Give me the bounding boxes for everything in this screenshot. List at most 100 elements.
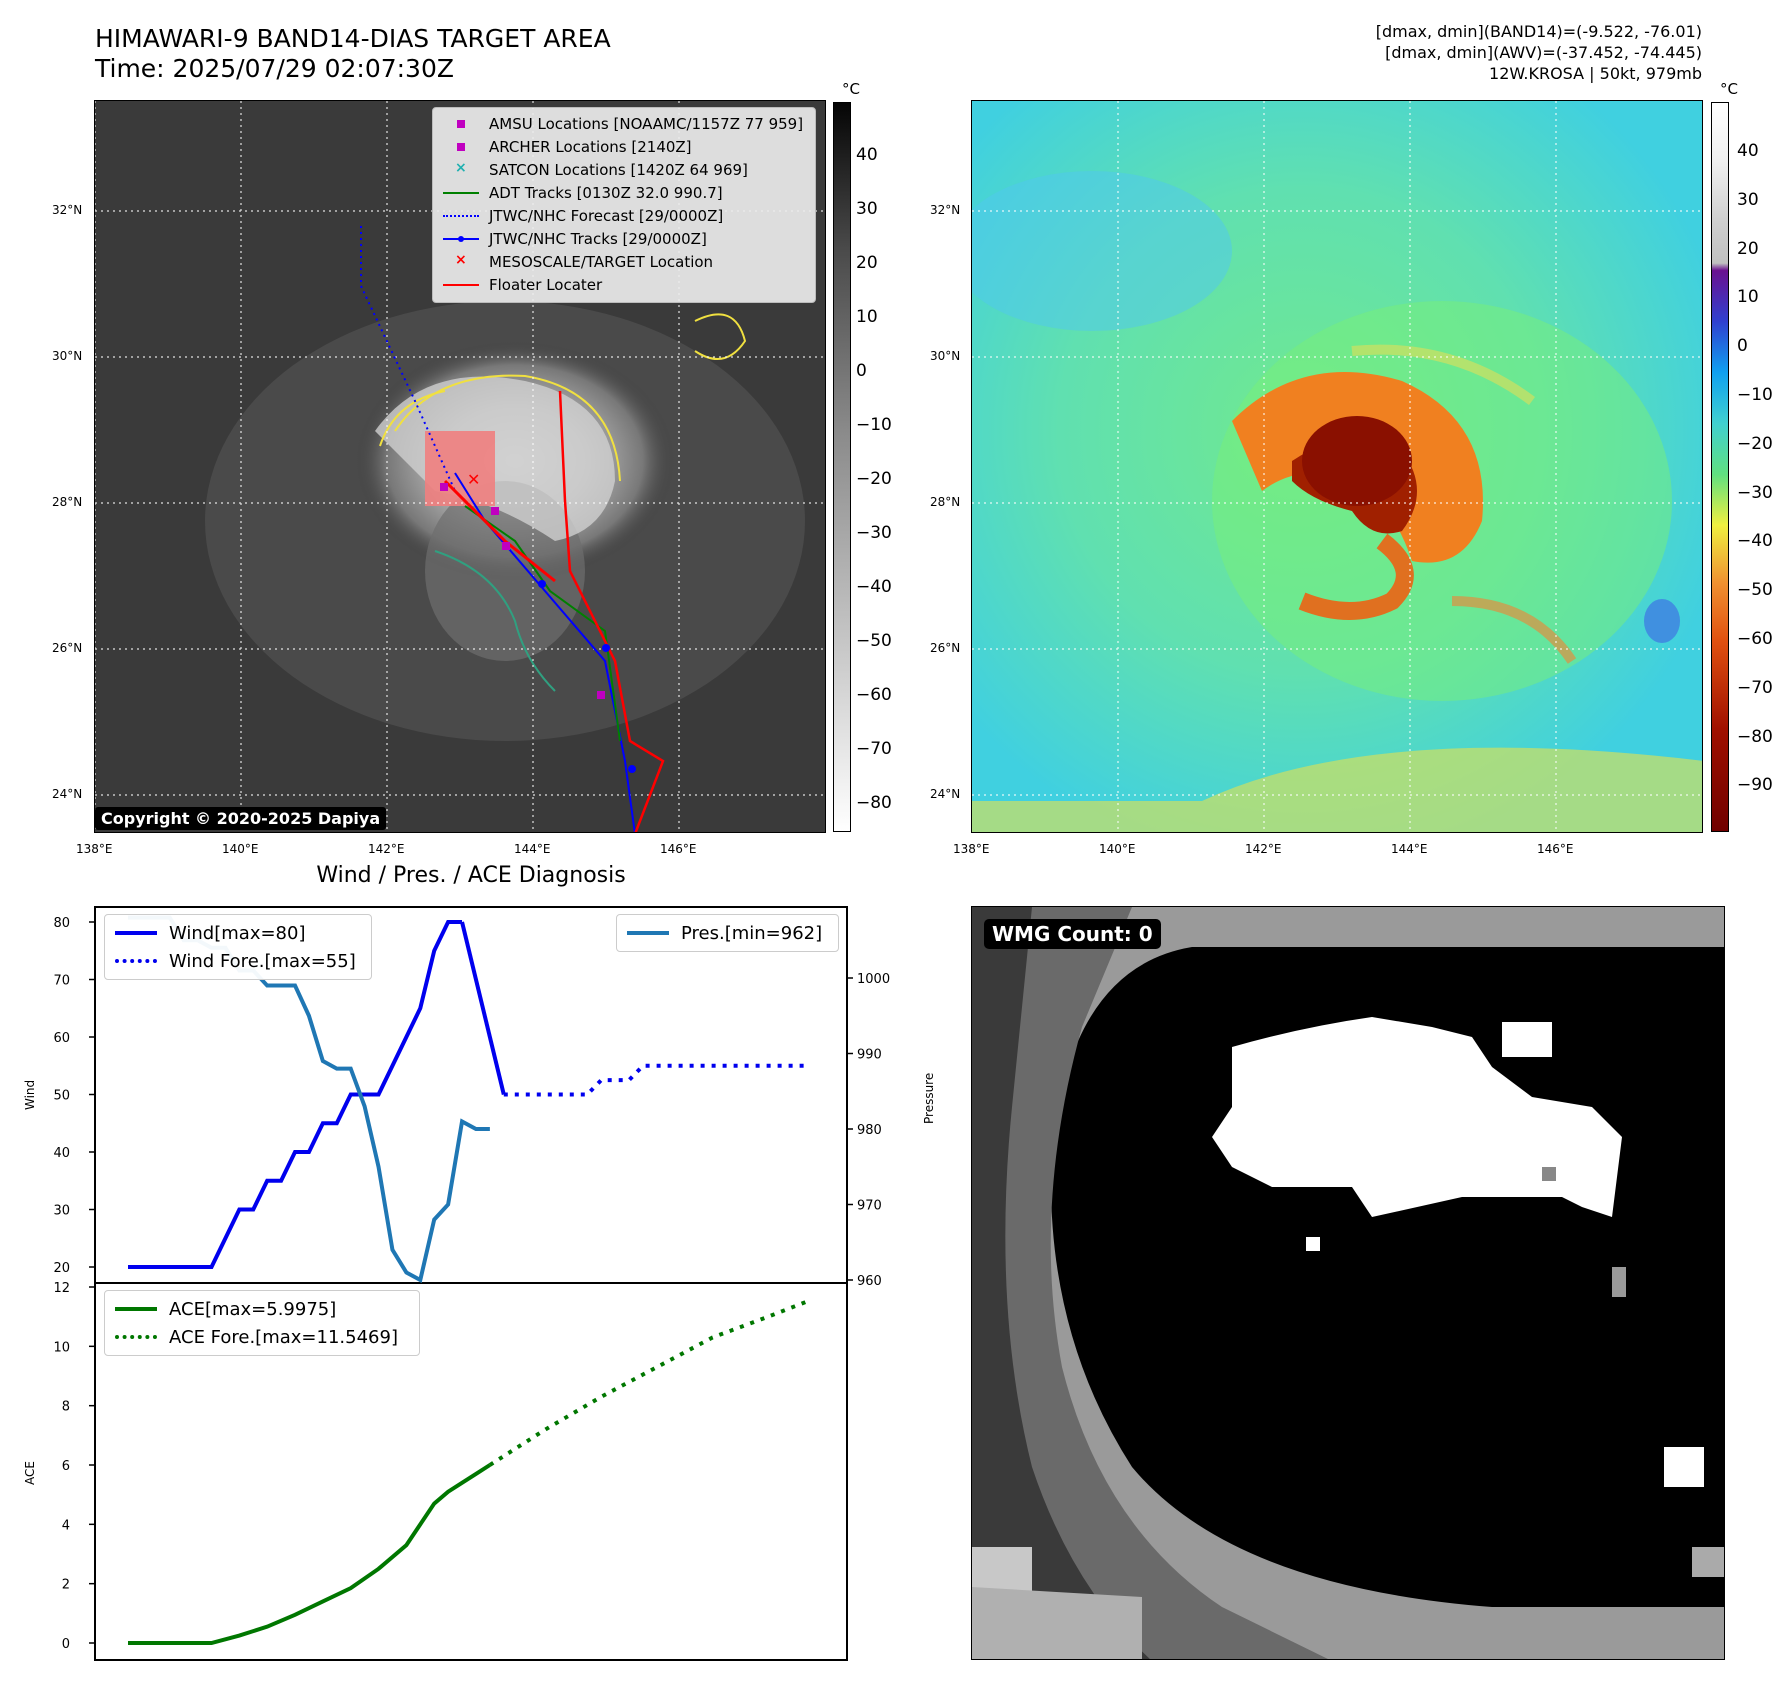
cbar-tick-label: −80 [1737,726,1773,747]
pressure-axis-tick-label: 960 [857,1274,882,1289]
lat-label: 30°N [930,349,961,363]
lon-label: 142°E [368,842,405,856]
adt-track [464,505,621,742]
cbar-unit: °C [842,80,860,98]
wind-series-line [128,920,463,1269]
lon-label: 138°E [76,842,113,856]
line-dot-icon [441,229,481,249]
wind-axis-tick-label: 80 [53,916,70,931]
storm-info: 12W.KROSA | 50kt, 979mb [1489,64,1702,83]
x-marker-icon: × [455,251,467,268]
ace-axis-tick-label: 4 [62,1518,70,1533]
ace-axis-tick-label: 12 [53,1281,70,1296]
ace-axis-label: ACE [23,1461,37,1485]
wind-axis-tick-label: 70 [53,974,70,989]
wind-forecast-line [503,1063,810,1097]
legend-item-ace: ACE[max=5.9975] [113,1295,411,1323]
cbar-tick-label: −20 [1737,433,1773,454]
wmg-image [972,907,1724,1659]
lon-label: 140°E [222,842,259,856]
cbar-tick-label: 10 [856,307,878,327]
legend-label: JTWC/NHC Forecast [29/0000Z] [489,206,724,225]
wmg-count-badge: WMG Count: 0 [984,919,1161,949]
pressure-axis-tick-label: 970 [857,1199,882,1214]
cbar-tick-label: −10 [856,415,892,435]
legend-label: ACE[max=5.9975] [169,1298,337,1320]
legend-label: ARCHER Locations [2140Z] [489,137,692,156]
legend-item-archer: ARCHER Locations [2140Z] [441,135,807,158]
pressure-axis-tick-label: 1000 [857,972,890,987]
diag-title: Wind / Pres. / ACE Diagnosis [316,863,626,888]
wind-axis-tick-label: 50 [53,1089,70,1104]
wind-series-line [460,921,506,1095]
wind-legend: Wind[max=80] Wind Fore.[max=55] [104,914,372,980]
map-legend: AMSU Locations [NOAAMC/1157Z 77 959] ARC… [432,107,816,303]
lat-label: 24°N [930,787,961,801]
wind-axis-tick-label: 20 [53,1261,70,1276]
svg-text:✕: ✕ [467,470,480,489]
dotted-line-icon [113,951,159,971]
cbar-tick-label: −20 [856,469,892,489]
cbar-tick-label: −50 [1737,580,1773,601]
cbar-tick-label: −40 [856,577,892,597]
lat-label: 26°N [930,641,961,655]
cbar-tick-label: 30 [856,199,878,219]
pressure-axis-tick-label: 980 [857,1123,882,1138]
awv-map-panel [971,100,1703,833]
legend-label: AMSU Locations [NOAAMC/1157Z 77 959] [489,114,804,133]
ace-legend: ACE[max=5.9975] ACE Fore.[max=11.5469] [104,1290,420,1356]
awv-colorbar [1711,102,1729,832]
legend-label: Pres.[min=962] [681,922,823,944]
lat-label: 28°N [930,495,961,509]
cbar-tick-label: 30 [1737,189,1759,210]
cbar-tick-label: −60 [856,685,892,705]
square-marker-icon [441,114,481,134]
lon-label: 144°E [1391,842,1428,856]
x-marker-icon: × [455,159,467,176]
lon-label: 138°E [953,842,990,856]
ace-series-line [128,1463,491,1645]
legend-item-tracks: JTWC/NHC Tracks [29/0000Z] [441,227,807,250]
legend-label: JTWC/NHC Tracks [29/0000Z] [489,229,707,248]
cbar-unit: °C [1720,80,1738,98]
legend-item-forecast: JTWC/NHC Forecast [29/0000Z] [441,204,807,227]
lat-label: 30°N [52,349,83,363]
cbar-tick-label: 0 [1737,336,1748,357]
cbar-tick-label: 10 [1737,287,1759,308]
time-stamp: Time: 2025/07/29 02:07:30Z [95,54,454,83]
legend-item-wind-fore: Wind Fore.[max=55] [113,947,363,975]
dotted-line-icon [441,206,481,226]
wind-axis-tick-label: 60 [53,1031,70,1046]
pressure-axis-label: Pressure [922,1072,936,1124]
solid-line-icon [113,923,159,943]
legend-item-mesoscale: × MESOSCALE/TARGET Location [441,250,807,273]
lon-label: 146°E [1537,842,1574,856]
lon-label: 140°E [1099,842,1136,856]
wind-axis-label: Wind [23,1079,37,1110]
page-title: HIMAWARI-9 BAND14-DIAS TARGET AREA [95,24,611,53]
cbar-tick-label: 20 [1737,238,1759,259]
wmg-panel: WMG Count: 0 [971,906,1725,1660]
floater-track [558,390,665,832]
legend-label: ACE Fore.[max=11.5469] [169,1326,398,1348]
wind-axis-tick-label: 40 [53,1146,70,1161]
cbar-tick-label: 20 [856,253,878,273]
awv-range: [dmax, dmin](AWV)=(-37.452, -74.445) [1385,43,1702,62]
legend-item-amsu: AMSU Locations [NOAAMC/1157Z 77 959] [441,112,807,135]
cbar-tick-label: −30 [856,523,892,543]
band14-range: [dmax, dmin](BAND14)=(-9.522, -76.01) [1375,22,1702,41]
legend-item-wind: Wind[max=80] [113,919,363,947]
copyright-badge: Copyright © 2020-2025 Dapiya [95,807,387,830]
ir-map-panel: ✕ AMSU Locations [NOAAMC/1157Z 77 959] A… [94,100,826,833]
cbar-tick-label: −70 [1737,677,1773,698]
legend-item-floater: Floater Locater [441,273,807,296]
forecast-track [360,226,456,492]
legend-item-satcon: × SATCON Locations [1420Z 64 969] [441,158,807,181]
cbar-tick-label: −10 [1737,385,1773,405]
legend-item-ace-fore: ACE Fore.[max=11.5469] [113,1323,411,1351]
ace-axis-tick-label: 6 [62,1459,70,1474]
lat-label: 24°N [52,787,83,801]
lat-label: 26°N [52,641,83,655]
legend-label: SATCON Locations [1420Z 64 969] [489,160,748,179]
